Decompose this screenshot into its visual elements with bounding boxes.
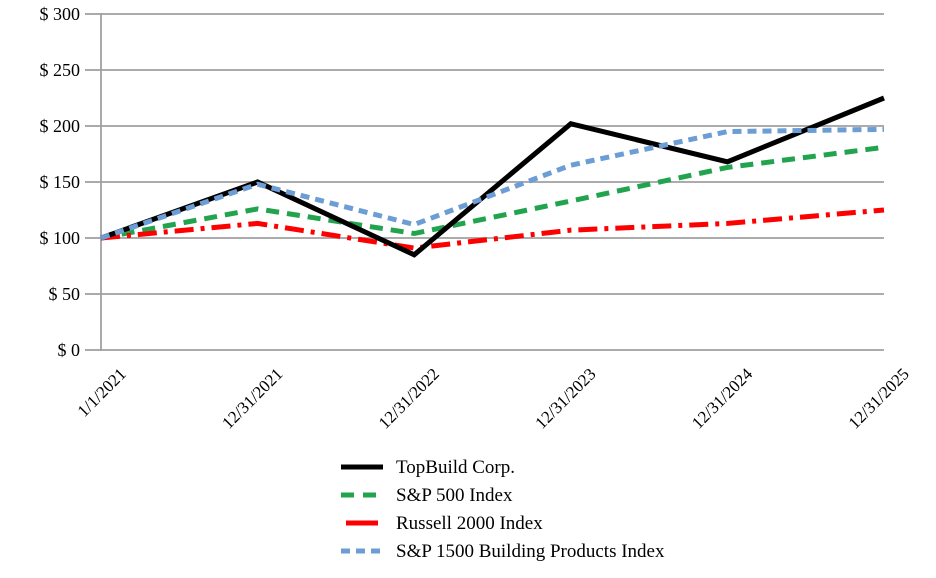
series-line-topbuild-corp [100,95,885,258]
legend-swatch-icon [346,520,378,526]
y-axis-label: $ 200 [40,116,81,136]
y-axis-label: $ 50 [49,284,81,304]
x-axis-label: 12/31/2022 [375,364,443,432]
legend-swatch-icon [341,548,383,554]
chart-legend: TopBuild Corp. S&P 500 Index Russell 2000 … [340,455,664,563]
x-axis-label: 12/31/2025 [845,364,913,432]
x-axis-label: 12/31/2023 [531,364,599,432]
legend-item-russell-2000-index: Russell 2000 Index [340,511,664,535]
legend-item-topbuild-corp: TopBuild Corp. [340,455,664,479]
y-axis-label: $ 250 [40,60,81,80]
legend-swatch-icon [341,492,383,498]
legend-label: S&P 500 Index [396,484,513,506]
x-axis-label: 12/31/2021 [218,364,286,432]
series-line-s-p-500-index [100,144,885,241]
series-line-russell-2000-index [100,207,885,251]
x-axis-label: 1/1/2021 [74,364,130,420]
y-axis-label: $ 150 [40,172,81,192]
chart-plot-area: $ 0 $ 50 $ 100 $ 150 $ 200 $ 250 $ 300 1/1/2021… [40,4,913,433]
y-axis-label: $ 100 [40,228,81,248]
legend-item-s-p-500-index: S&P 500 Index [340,483,664,507]
legend-label: S&P 1500 Building Products Index [396,540,665,562]
series-line-s-p-1500-building-products-index [100,126,885,241]
legend-item-s-p-1500-building-products-index: S&P 1500 Building Products Index [340,539,664,563]
legend-label: TopBuild Corp. [396,456,516,478]
legend-label: Russell 2000 Index [396,512,543,534]
legend-swatch-icon [341,464,383,470]
y-axis-label: $ 0 [58,340,81,360]
x-axis-label: 12/31/2024 [688,364,757,433]
y-axis-label: $ 300 [40,4,81,24]
